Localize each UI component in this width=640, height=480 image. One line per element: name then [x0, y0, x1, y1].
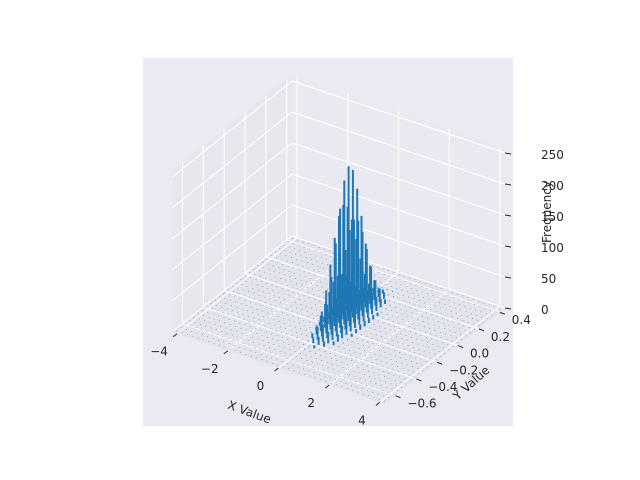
floor-grid-x	[227, 254, 349, 352]
back-grid-z	[291, 111, 506, 185]
z-tick-mark	[504, 152, 512, 155]
ticks: −4 −2 0 2 4 −0.6 −0.4 −0.2 0.00.20.4 0 50 100 150 200…	[150, 148, 564, 427]
back-grid-z	[291, 235, 506, 309]
y-tick-mark	[436, 361, 443, 365]
z-tick-label: 250	[541, 148, 564, 162]
left-grid-z	[171, 204, 293, 302]
x-tick-label: 0	[257, 379, 265, 393]
bars	[176, 166, 501, 402]
left-grid-z	[171, 111, 293, 209]
z-axis-label: Frequency	[540, 181, 554, 243]
y-tick-mark	[457, 345, 464, 349]
floor-grid-x	[379, 305, 501, 403]
y-tick-label: 0.4	[512, 313, 531, 327]
z-tick-label: 0	[541, 303, 549, 317]
back-grid-z	[291, 142, 506, 216]
y-tick-label: 0.0	[470, 347, 489, 361]
left-grid-z	[171, 173, 293, 271]
x-tick-mark	[223, 350, 229, 355]
back-grid-z	[291, 80, 506, 154]
z-tick-mark	[504, 276, 512, 279]
z-tick-mark	[504, 183, 512, 186]
z-tick-mark	[504, 214, 512, 217]
z-tick-label: 150	[541, 210, 564, 224]
back-grid-z	[291, 204, 506, 278]
x-tick-label: −4	[150, 345, 168, 359]
floor-grid-y	[286, 239, 500, 313]
x-tick-mark	[324, 384, 330, 389]
left-grid-z	[171, 80, 293, 178]
x-tick-label: 4	[358, 413, 366, 427]
x-tick-mark	[375, 401, 381, 406]
floor-grid-x	[176, 237, 298, 335]
y-tick-mark	[395, 395, 401, 399]
z-tick-mark	[504, 245, 512, 248]
y-tick-mark	[499, 311, 505, 315]
y-tick-label: −0.2	[449, 363, 478, 377]
z-tick-label: 100	[541, 241, 564, 255]
y-tick-label: −0.4	[428, 380, 457, 394]
y-tick-label: 0.2	[491, 330, 510, 344]
x-tick-label: −2	[201, 362, 219, 376]
y-tick-label: −0.6	[407, 397, 436, 411]
y-tick-mark	[416, 378, 422, 382]
x-tick-label: 2	[307, 396, 315, 410]
left-pane	[172, 74, 292, 333]
left-grid-z	[171, 235, 293, 333]
y-tick-mark	[478, 328, 485, 332]
floor-grid-y	[203, 306, 417, 380]
z-tick-mark	[504, 307, 512, 310]
floor-grid-y	[182, 323, 396, 397]
x-tick-mark	[274, 367, 279, 372]
x-tick-mark	[172, 333, 178, 338]
back-grid-z	[291, 173, 506, 247]
left-grid-z	[171, 142, 293, 240]
z-tick-label: 50	[541, 272, 556, 286]
z-tick-label: 200	[541, 179, 564, 193]
floor-grid-x	[328, 288, 450, 386]
